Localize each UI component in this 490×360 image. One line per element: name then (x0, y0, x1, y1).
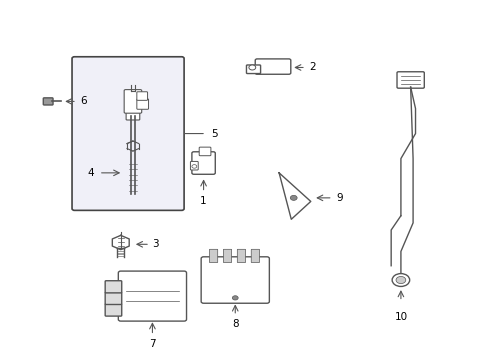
FancyBboxPatch shape (251, 249, 260, 262)
Circle shape (192, 165, 197, 168)
Circle shape (396, 276, 406, 284)
Text: 10: 10 (394, 312, 408, 322)
FancyBboxPatch shape (192, 152, 215, 174)
Polygon shape (279, 173, 311, 219)
FancyBboxPatch shape (124, 90, 142, 113)
FancyBboxPatch shape (246, 65, 261, 73)
FancyBboxPatch shape (209, 249, 218, 262)
FancyBboxPatch shape (137, 92, 147, 100)
FancyBboxPatch shape (223, 249, 232, 262)
Circle shape (249, 65, 256, 70)
FancyBboxPatch shape (255, 59, 291, 74)
FancyBboxPatch shape (199, 147, 211, 156)
Circle shape (232, 296, 238, 300)
Circle shape (392, 274, 410, 287)
FancyBboxPatch shape (105, 304, 122, 316)
Text: 5: 5 (211, 129, 218, 139)
Text: 9: 9 (336, 193, 343, 203)
FancyBboxPatch shape (137, 99, 148, 109)
FancyBboxPatch shape (43, 98, 53, 105)
FancyBboxPatch shape (397, 72, 424, 88)
Text: 1: 1 (200, 196, 207, 206)
Text: 7: 7 (149, 339, 156, 349)
FancyBboxPatch shape (105, 292, 122, 305)
Text: 8: 8 (232, 319, 239, 329)
FancyBboxPatch shape (201, 257, 270, 303)
FancyBboxPatch shape (72, 57, 184, 210)
FancyBboxPatch shape (237, 249, 245, 262)
Text: 2: 2 (309, 63, 316, 72)
Text: 4: 4 (87, 168, 94, 178)
FancyBboxPatch shape (126, 108, 140, 120)
FancyBboxPatch shape (105, 281, 122, 293)
Circle shape (290, 195, 297, 201)
FancyBboxPatch shape (118, 271, 187, 321)
FancyBboxPatch shape (191, 161, 198, 170)
Text: 3: 3 (152, 239, 159, 249)
Text: 6: 6 (80, 96, 87, 107)
